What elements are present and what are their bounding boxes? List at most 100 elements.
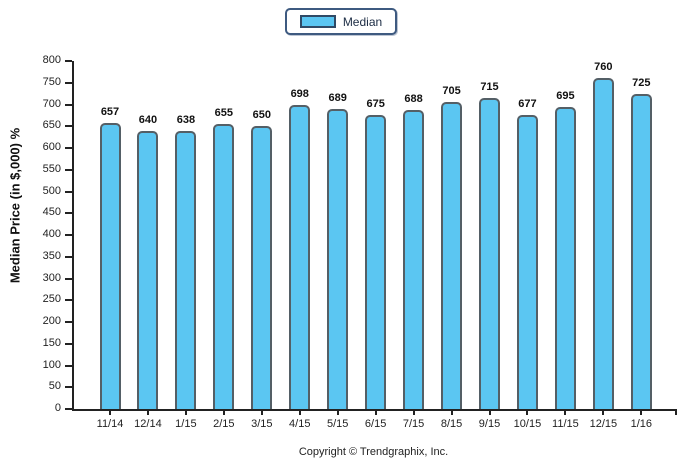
x-tick-label: 1/16 xyxy=(630,418,652,430)
y-tick-mark xyxy=(65,255,72,258)
y-tick-label: 700 xyxy=(42,97,61,110)
legend: Median xyxy=(285,8,397,35)
x-tick-mark xyxy=(488,409,491,415)
bar-7-15 xyxy=(403,109,425,409)
y-tick-mark xyxy=(65,342,72,345)
y-tick-mark xyxy=(65,147,72,149)
y-tick-mark xyxy=(65,103,72,106)
bar-value-label: 650 xyxy=(252,109,271,122)
y-tick-label: 250 xyxy=(42,293,61,306)
y-axis-title: Median Price (in $,000) % xyxy=(7,127,23,284)
legend-label-median: Median xyxy=(342,14,383,29)
y-tick-mark xyxy=(65,386,72,389)
bar-value-label: 760 xyxy=(594,61,613,74)
bar-1-15 xyxy=(175,131,197,409)
x-tick-label: 10/15 xyxy=(513,418,542,430)
bar-3-15 xyxy=(251,126,273,409)
y-tick-label: 550 xyxy=(42,162,61,175)
bar-value-label: 677 xyxy=(518,97,537,110)
x-tick-mark xyxy=(222,409,225,415)
bar-value-label: 688 xyxy=(404,92,423,105)
y-tick-mark xyxy=(65,190,72,193)
bar-11-14 xyxy=(99,123,121,409)
x-tick-mark xyxy=(298,409,301,415)
y-tick-label: 200 xyxy=(42,315,61,327)
y-tick-label: 0 xyxy=(54,402,61,414)
y-tick-mark xyxy=(65,321,72,323)
bar-12-15 xyxy=(592,78,614,409)
bar-6-15 xyxy=(365,115,387,409)
bar-10-15 xyxy=(516,114,538,409)
bar-5-15 xyxy=(327,109,349,409)
bar-value-label: 655 xyxy=(214,107,234,120)
x-tick-mark xyxy=(146,409,149,415)
x-tick-label: 2/15 xyxy=(213,418,235,430)
x-tick-label: 12/15 xyxy=(589,418,618,430)
x-tick-mark xyxy=(526,409,529,415)
x-tick-label: 9/15 xyxy=(478,418,501,430)
y-tick-label: 300 xyxy=(42,271,61,284)
y-tick-label: 100 xyxy=(42,358,61,371)
y-tick-label: 600 xyxy=(42,141,61,153)
bar-9-15 xyxy=(479,97,500,409)
bar-value-label: 689 xyxy=(328,92,347,105)
y-tick-mark xyxy=(65,299,72,302)
y-tick-mark xyxy=(65,364,72,367)
y-tick-mark xyxy=(65,168,72,171)
bar-value-label: 640 xyxy=(138,113,158,126)
x-tick-mark xyxy=(564,409,567,415)
bar-value-label: 698 xyxy=(290,88,309,101)
y-tick-label: 450 xyxy=(42,206,61,219)
copyright-text: Copyright © Trendgraphix, Inc. xyxy=(298,446,449,458)
y-tick-label: 350 xyxy=(42,249,61,262)
y-tick-label: 400 xyxy=(42,228,61,240)
bar-11-15 xyxy=(554,106,576,409)
bar-value-label: 725 xyxy=(632,76,651,89)
x-tick-label: 8/15 xyxy=(440,418,463,430)
y-tick-mark xyxy=(65,408,72,410)
x-tick-mark xyxy=(109,409,111,415)
x-tick-label: 12/14 xyxy=(134,418,162,430)
x-tick-mark xyxy=(260,409,263,415)
y-tick-mark xyxy=(65,125,72,128)
y-tick-mark xyxy=(65,81,72,84)
x-tick-mark xyxy=(450,409,453,415)
bar-value-label: 657 xyxy=(100,106,120,119)
bar-12-14 xyxy=(137,130,159,409)
x-tick-label: 1/15 xyxy=(175,418,197,430)
bar-1-16 xyxy=(630,93,652,409)
y-tick-label: 50 xyxy=(48,380,61,393)
x-tick-label: 7/15 xyxy=(402,418,425,430)
bar-value-label: 705 xyxy=(442,85,461,98)
y-tick-label: 150 xyxy=(42,336,61,349)
x-tick-mark xyxy=(640,409,643,415)
bar-4-15 xyxy=(289,105,311,409)
x-tick-label: 4/15 xyxy=(289,418,311,430)
bar-8-15 xyxy=(441,102,463,409)
y-tick-label: 750 xyxy=(42,75,61,88)
y-tick-mark xyxy=(65,277,72,280)
x-tick-mark xyxy=(602,409,605,415)
x-tick-label: 11/14 xyxy=(96,418,124,430)
x-tick-label: 11/15 xyxy=(552,418,579,430)
x-tick-mark xyxy=(184,409,187,415)
legend-swatch-median xyxy=(299,15,336,28)
y-tick-label: 650 xyxy=(42,119,61,132)
bar-value-label: 675 xyxy=(366,98,385,111)
plot-area: 0 50 100 150 200 250 300 350 400 450 500 550 600 650 7… xyxy=(43,54,677,430)
y-tick-mark xyxy=(65,234,72,236)
x-tick-mark xyxy=(412,409,415,415)
bar-value-label: 715 xyxy=(480,80,499,93)
bar-value-label: 695 xyxy=(556,89,575,102)
x-tick-label: 5/15 xyxy=(326,418,349,430)
y-tick-label: 800 xyxy=(42,54,61,66)
x-tick-label: 6/15 xyxy=(364,418,387,430)
x-tick-mark xyxy=(336,409,339,415)
y-tick-label: 500 xyxy=(42,184,61,197)
bar-2-15 xyxy=(213,124,235,409)
bar-value-label: 638 xyxy=(176,114,196,127)
y-tick-mark xyxy=(65,212,72,215)
y-tick-mark xyxy=(65,60,72,62)
x-tick-label: 3/15 xyxy=(251,418,273,430)
